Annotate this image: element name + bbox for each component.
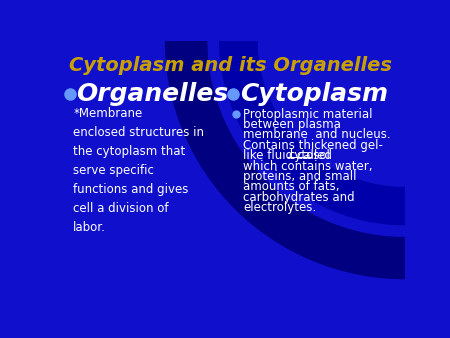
Text: carbohydrates and: carbohydrates and bbox=[243, 191, 355, 204]
Text: between plasma: between plasma bbox=[243, 118, 341, 131]
Text: proteins, and small: proteins, and small bbox=[243, 170, 356, 183]
Text: like fluid called: like fluid called bbox=[243, 149, 336, 162]
Text: amounts of fats,: amounts of fats, bbox=[243, 180, 339, 193]
Text: Cytoplasm and its Organelles: Cytoplasm and its Organelles bbox=[69, 56, 392, 75]
Text: Protoplasmic material: Protoplasmic material bbox=[243, 107, 373, 121]
PathPatch shape bbox=[165, 41, 405, 279]
Text: electrolytes.: electrolytes. bbox=[243, 201, 316, 214]
Text: Organelles: Organelles bbox=[76, 82, 229, 106]
Text: cytosol: cytosol bbox=[288, 149, 330, 162]
Text: Cytoplasm: Cytoplasm bbox=[240, 82, 388, 106]
Text: *Membrane
enclosed structures in
the cytoplasm that
serve specific
functions and: *Membrane enclosed structures in the cyt… bbox=[73, 107, 204, 234]
PathPatch shape bbox=[219, 41, 405, 225]
Text: membrane  and nucleus.: membrane and nucleus. bbox=[243, 128, 391, 141]
Text: Contains thickened gel-: Contains thickened gel- bbox=[243, 139, 383, 152]
Text: which contains water,: which contains water, bbox=[243, 160, 373, 172]
